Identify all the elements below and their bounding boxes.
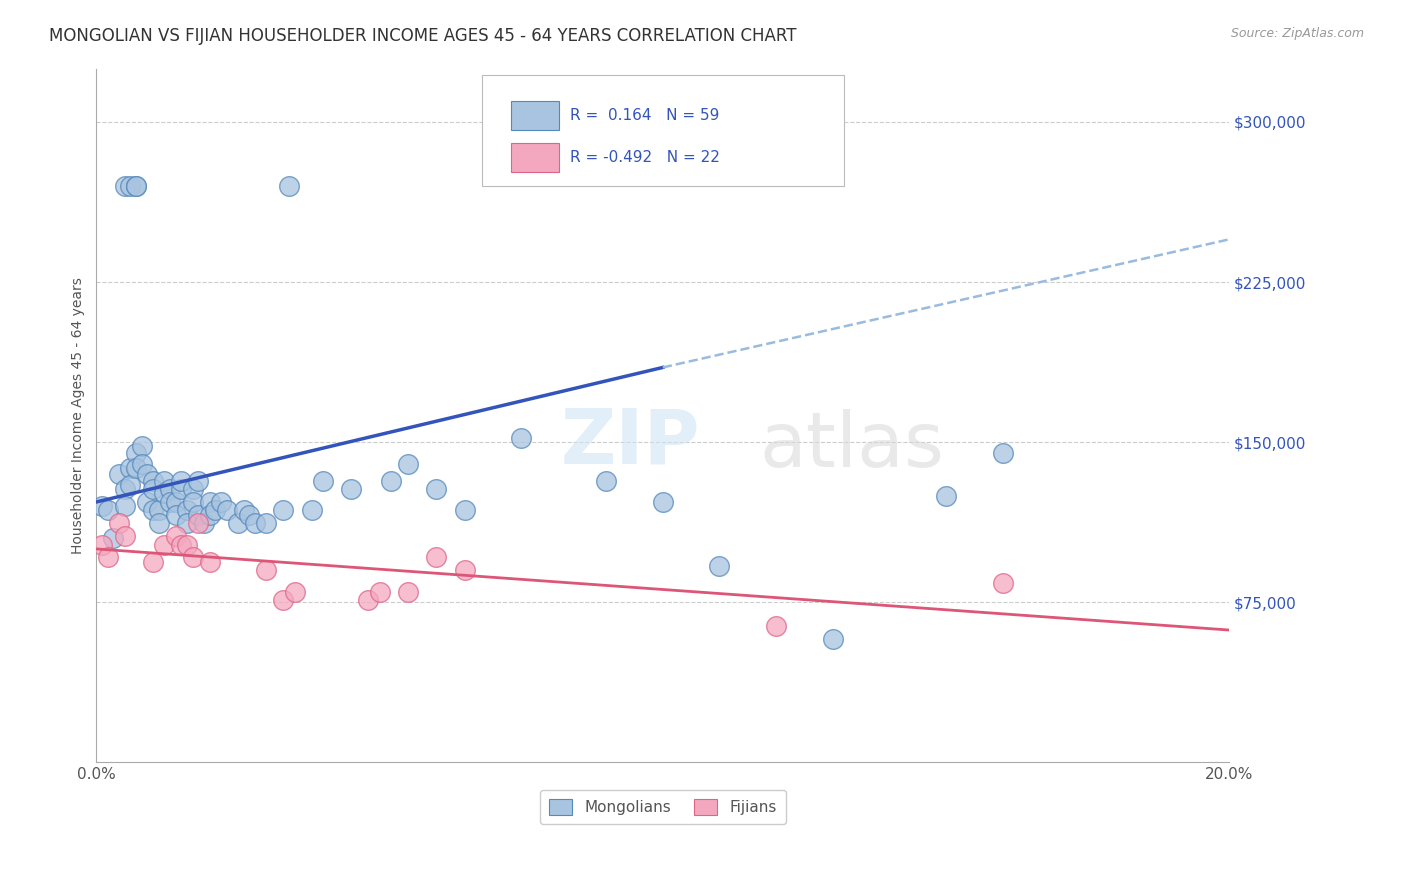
Point: [148, 503, 170, 517]
Point: [142, 555, 165, 569]
Point: [209, 495, 232, 509]
Point: [170, 538, 193, 552]
FancyBboxPatch shape: [481, 76, 844, 186]
Point: [271, 503, 294, 517]
Point: [187, 508, 209, 522]
Point: [131, 439, 153, 453]
Point: [176, 503, 198, 517]
Point: [125, 178, 148, 193]
Text: Source: ZipAtlas.com: Source: ZipAtlas.com: [1230, 27, 1364, 40]
Point: [91, 500, 114, 514]
Point: [125, 460, 148, 475]
Point: [165, 495, 187, 509]
Point: [204, 503, 226, 517]
Point: [91, 538, 114, 552]
Point: [193, 516, 215, 531]
Point: [142, 482, 165, 496]
Point: [148, 516, 170, 531]
Point: [215, 503, 238, 517]
Point: [120, 460, 142, 475]
Point: [198, 508, 221, 522]
Point: [114, 529, 136, 543]
Point: [425, 482, 447, 496]
Point: [136, 495, 159, 509]
Text: atlas: atlas: [759, 409, 943, 483]
Point: [312, 474, 335, 488]
Point: [108, 467, 131, 482]
Point: [142, 503, 165, 517]
Point: [181, 482, 204, 496]
Point: [935, 489, 957, 503]
Text: ZIP: ZIP: [561, 405, 700, 479]
Point: [176, 538, 198, 552]
Point: [198, 555, 221, 569]
Point: [278, 178, 301, 193]
Point: [136, 467, 159, 482]
Point: [453, 563, 475, 577]
Point: [226, 516, 249, 531]
Point: [181, 495, 204, 509]
Point: [991, 576, 1014, 591]
Point: [510, 431, 533, 445]
Point: [232, 503, 254, 517]
Point: [340, 482, 363, 496]
Point: [97, 503, 120, 517]
Point: [125, 178, 148, 193]
Point: [125, 446, 148, 460]
Text: R =  0.164   N = 59: R = 0.164 N = 59: [569, 108, 720, 123]
Point: [368, 584, 391, 599]
Point: [765, 619, 787, 633]
Point: [114, 500, 136, 514]
Point: [254, 516, 277, 531]
Point: [271, 593, 294, 607]
Point: [170, 474, 193, 488]
FancyBboxPatch shape: [510, 101, 558, 130]
Point: [165, 529, 187, 543]
Point: [284, 584, 307, 599]
Text: MONGOLIAN VS FIJIAN HOUSEHOLDER INCOME AGES 45 - 64 YEARS CORRELATION CHART: MONGOLIAN VS FIJIAN HOUSEHOLDER INCOME A…: [49, 27, 797, 45]
Point: [357, 593, 380, 607]
Point: [97, 550, 120, 565]
Point: [991, 446, 1014, 460]
Point: [187, 474, 209, 488]
Point: [181, 550, 204, 565]
Point: [120, 478, 142, 492]
Point: [651, 495, 673, 509]
Point: [170, 482, 193, 496]
Point: [120, 178, 142, 193]
Point: [108, 516, 131, 531]
Point: [114, 482, 136, 496]
Point: [176, 516, 198, 531]
Point: [198, 495, 221, 509]
Point: [396, 584, 419, 599]
Point: [301, 503, 323, 517]
FancyBboxPatch shape: [510, 143, 558, 172]
Point: [131, 457, 153, 471]
Point: [238, 508, 260, 522]
Point: [425, 550, 447, 565]
Point: [165, 508, 187, 522]
Point: [243, 516, 266, 531]
Y-axis label: Householder Income Ages 45 - 64 years: Householder Income Ages 45 - 64 years: [72, 277, 86, 554]
Point: [453, 503, 475, 517]
Point: [709, 559, 731, 574]
Point: [380, 474, 402, 488]
Legend: Mongolians, Fijians: Mongolians, Fijians: [540, 790, 786, 824]
Point: [396, 457, 419, 471]
Text: R = -0.492   N = 22: R = -0.492 N = 22: [569, 150, 720, 165]
Point: [159, 495, 181, 509]
Point: [595, 474, 617, 488]
Point: [187, 516, 209, 531]
Point: [153, 538, 176, 552]
Point: [103, 531, 125, 545]
Point: [114, 178, 136, 193]
Point: [821, 632, 844, 646]
Point: [153, 474, 176, 488]
Point: [254, 563, 277, 577]
Point: [153, 486, 176, 500]
Point: [159, 482, 181, 496]
Point: [142, 474, 165, 488]
